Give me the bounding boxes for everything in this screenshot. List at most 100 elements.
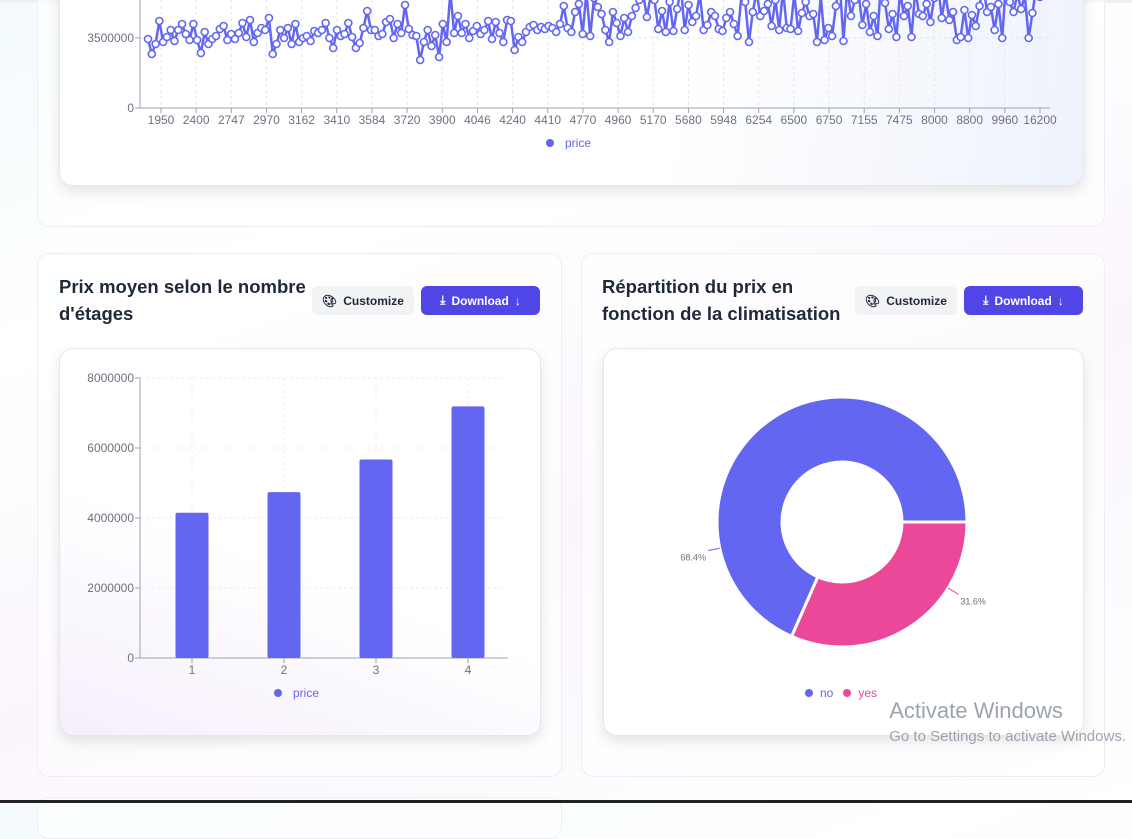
price-line: [146, 0, 1036, 61]
data-point: [449, 28, 459, 38]
x-tick-label: 3720: [394, 113, 421, 127]
customize-label: Customize: [343, 293, 404, 308]
bar: [359, 459, 393, 658]
data-point: [491, 17, 501, 27]
data-point: [344, 18, 353, 28]
data-point: [238, 18, 247, 28]
data-point: [249, 37, 259, 47]
data-point: [937, 13, 947, 23]
data-point: [740, 0, 750, 7]
bar-legend[interactable]: price: [274, 686, 319, 700]
data-point: [495, 28, 504, 38]
data-point: [899, 11, 909, 21]
data-point: [635, 0, 644, 5]
data-point: [850, 0, 860, 5]
data-point: [396, 28, 406, 38]
data-point: [570, 7, 580, 17]
data-point: [347, 32, 357, 42]
data-point: [162, 32, 172, 42]
data-point: [612, 18, 621, 28]
data-point: [264, 13, 274, 23]
legend-label-yes: yes: [858, 686, 878, 700]
x-tick-label: 8800: [956, 113, 983, 127]
data-point: [858, 20, 867, 30]
palette-icon: 🎨︎: [865, 293, 881, 308]
data-point: [340, 29, 349, 39]
data-point: [597, 9, 606, 19]
donut-slice-no: [715, 395, 969, 639]
data-point: [623, 27, 633, 37]
data-point: [793, 26, 803, 36]
x-tick-label: 1950: [148, 113, 175, 127]
data-point: [763, 0, 773, 9]
download-button[interactable]: ⤓ Download ↓: [421, 286, 540, 315]
data-point: [155, 16, 164, 26]
data-point: [650, 0, 659, 5]
download-label: Download: [994, 293, 1052, 308]
data-point: [888, 9, 897, 19]
data-point: [1024, 33, 1033, 43]
data-point: [389, 33, 398, 43]
data-point: [903, 1, 913, 11]
data-point: [657, 6, 667, 16]
label-leader: [707, 547, 720, 552]
data-point: [370, 25, 380, 35]
y-tick-label: 0: [127, 101, 134, 115]
arrow-down-icon: ↓: [1057, 293, 1064, 308]
data-point: [601, 25, 610, 35]
windows-activation-watermark: Activate Windows Go to Settings to activ…: [889, 698, 1126, 750]
data-point: [956, 32, 965, 42]
data-point: [808, 9, 818, 19]
bar: [451, 406, 485, 658]
x-tick-label: 5680: [675, 113, 702, 127]
data-point: [680, 25, 690, 35]
data-point: [801, 0, 810, 7]
data-point: [378, 29, 387, 39]
y-tick-label: 2000000: [87, 581, 134, 595]
price-by-area-line-chart: 0 3500000 1950 2400 2747 2970 3162 3410 3584 3720…: [87, 0, 1057, 127]
x-tick-label: 16200: [1023, 113, 1057, 127]
x-tick-label: 4240: [499, 113, 526, 127]
data-point: [786, 24, 795, 34]
taskbar-edge: [0, 800, 1132, 803]
x-tick-label: 6750: [816, 113, 843, 127]
data-point: [744, 37, 754, 47]
data-point: [453, 11, 463, 21]
x-tick-label: 9960: [991, 113, 1018, 127]
data-point: [691, 11, 701, 21]
data-point: [245, 15, 255, 25]
data-point: [461, 19, 470, 29]
data-point: [684, 0, 693, 10]
data-point: [930, 0, 938, 3]
aircon-chart-title: Répartition du prix en fonction de la cl…: [602, 276, 841, 324]
data-point: [170, 36, 179, 46]
data-point: [710, 11, 720, 21]
x-tick-label: 1: [189, 663, 196, 677]
pie-legend[interactable]: no yes: [805, 686, 877, 700]
floors-bar-chart: 0 2000000 4000000 6000000 8000000 1 2 3 4: [87, 371, 508, 677]
data-point: [892, 32, 901, 42]
data-point: [997, 33, 1007, 43]
x-tick-label: 2747: [218, 113, 245, 127]
x-tick-label: 2970: [253, 113, 280, 127]
data-point: [1005, 0, 1015, 7]
data-point: [1009, 7, 1018, 17]
data-point: [279, 33, 289, 43]
data-point: [827, 31, 837, 41]
data-point: [555, 19, 565, 29]
line-legend[interactable]: price: [546, 136, 591, 150]
download-button[interactable]: ⤓ Download ↓: [964, 286, 1083, 315]
data-point: [192, 35, 202, 45]
data-point: [771, 0, 780, 5]
data-point: [718, 26, 727, 36]
customize-button[interactable]: 🎨︎ Customize: [855, 286, 957, 315]
data-point: [260, 25, 270, 35]
data-point: [960, 5, 969, 15]
data-point: [143, 34, 153, 44]
data-point: [268, 49, 278, 59]
data-point: [272, 39, 281, 49]
data-point: [480, 25, 489, 35]
customize-button[interactable]: 🎨︎ Customize: [312, 286, 414, 315]
data-point: [944, 15, 954, 25]
data-point: [400, 0, 410, 10]
